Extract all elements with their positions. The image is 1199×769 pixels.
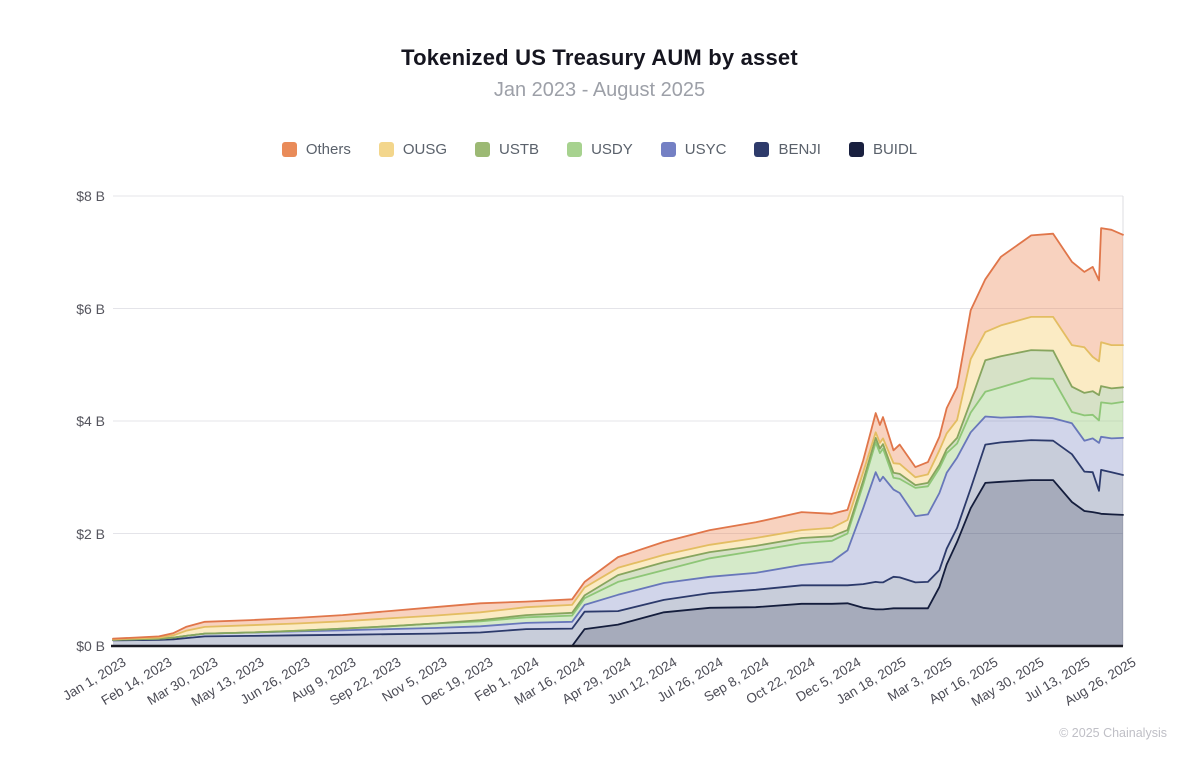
legend-label: USDY xyxy=(591,141,633,158)
area-Others xyxy=(113,228,1123,640)
area-BUIDL xyxy=(113,480,1123,646)
legend-label: BENJI xyxy=(778,141,821,158)
line-BENJI xyxy=(112,439,1124,642)
y-tick-label: $0 B xyxy=(76,638,105,654)
legend-swatch-icon xyxy=(378,142,394,157)
legend-item-BUIDL: BUIDL xyxy=(848,141,918,158)
line-OUSG xyxy=(112,316,1124,641)
legend-label: Others xyxy=(305,141,351,158)
y-tick-label: $8 B xyxy=(76,188,105,204)
line-Others xyxy=(112,227,1124,640)
legend-label: OUSG xyxy=(402,141,448,158)
legend-swatch-icon xyxy=(848,142,864,157)
area-USDY xyxy=(113,378,1123,640)
legend-label: BUIDL xyxy=(872,141,918,158)
line-USTB xyxy=(112,349,1124,641)
copyright-note: © 2025 Chainalysis xyxy=(1059,726,1167,740)
area-OUSG xyxy=(113,316,1123,640)
legend-item-USTB: USTB xyxy=(475,141,539,158)
legend-item-OUSG: OUSG xyxy=(378,141,448,158)
y-tick-label: $2 B xyxy=(76,525,105,542)
chart-title: Tokenized US Treasury AUM by asset xyxy=(401,45,798,70)
line-USYC xyxy=(112,415,1124,641)
chart-subtitle: Jan 2023 - August 2025 xyxy=(493,79,706,101)
area-BENJI xyxy=(113,440,1123,646)
legend-item-USDY: USDY xyxy=(567,141,633,158)
legend-swatch-icon xyxy=(281,142,297,157)
legend-swatch-icon xyxy=(754,142,770,157)
legend-item-Others: Others xyxy=(281,141,351,158)
legend-swatch-icon xyxy=(660,142,676,157)
y-tick-label: $4 B xyxy=(76,413,105,429)
legend-item-BENJI: BENJI xyxy=(754,141,821,158)
y-tick-label: $6 B xyxy=(76,300,105,317)
legend-label: USTB xyxy=(499,141,540,158)
legend-label: USYC xyxy=(684,141,727,158)
legend-swatch-icon xyxy=(567,142,583,157)
legend-item-USYC: USYC xyxy=(660,141,727,158)
legend: Others OUSG USTB USDY USYC BENJI BUIDL xyxy=(0,141,1199,158)
legend-swatch-icon xyxy=(475,142,491,157)
